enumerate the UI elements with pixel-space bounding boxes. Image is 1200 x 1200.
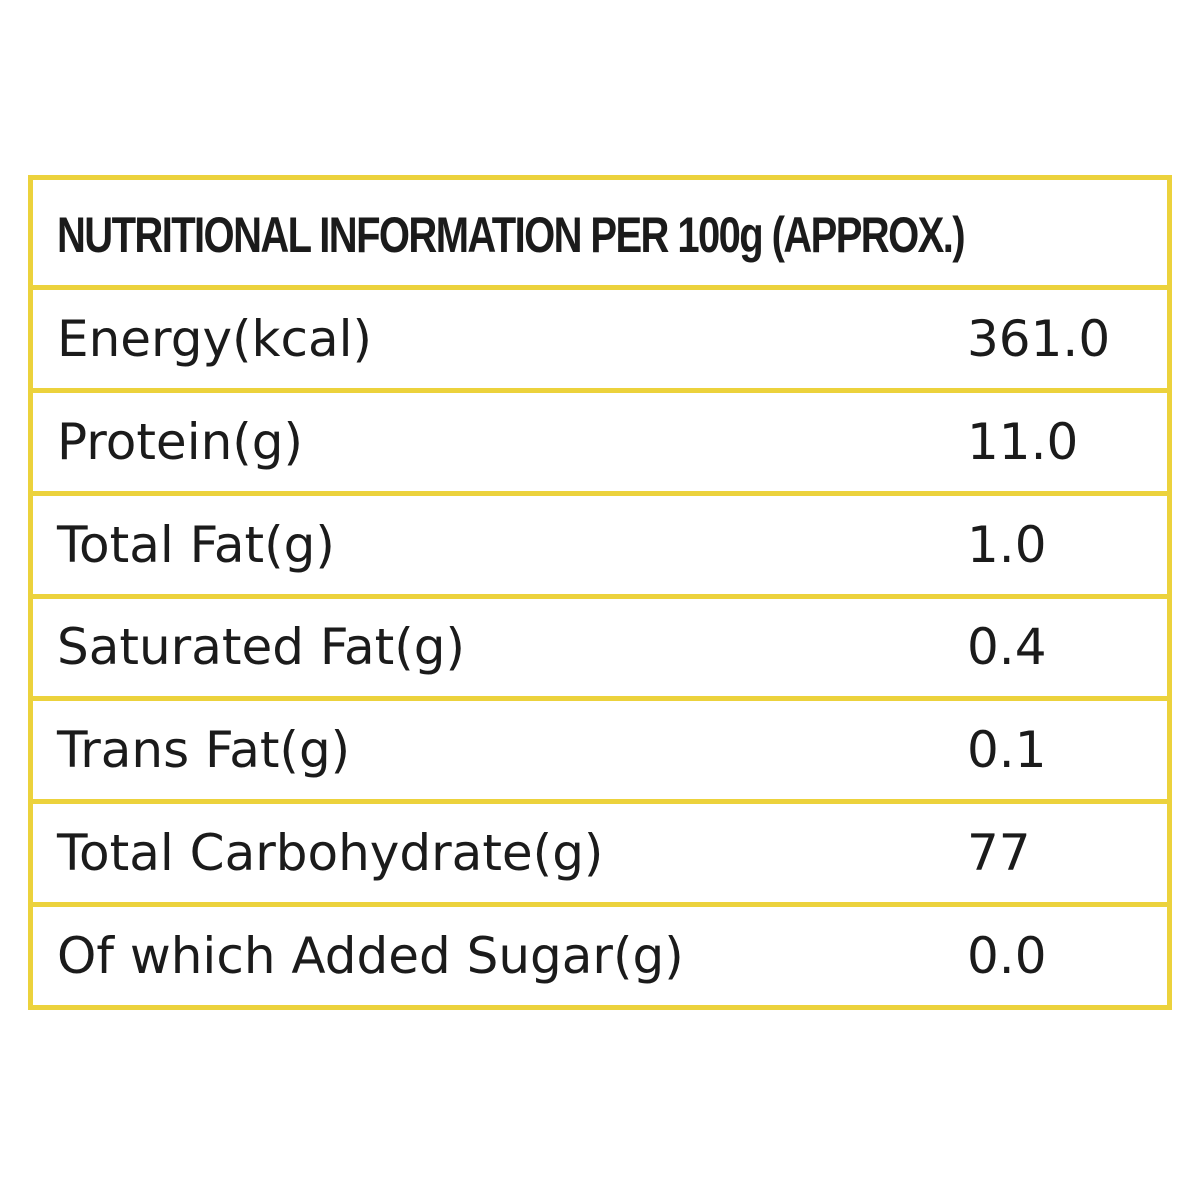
table-row: Energy(kcal) 361.0 [33,285,1167,388]
table-row: Trans Fat(g) 0.1 [33,696,1167,799]
table-row: Total Carbohydrate(g) 77 [33,799,1167,902]
nutrient-value: 361.0 [967,309,1111,368]
nutrient-name: Energy(kcal) [57,309,373,368]
table-row: Protein(g) 11.0 [33,387,1167,491]
nutrient-name: Saturated Fat(g) [57,618,466,677]
nutrient-name: Protein(g) [57,412,304,471]
nutrient-value: 0.1 [967,721,1047,780]
table-row: Of which Added Sugar(g) 0.0 [33,902,1167,1005]
nutrient-value: 0.4 [967,618,1047,677]
table-row: Total Fat(g) 1.0 [33,490,1167,594]
nutrient-name: Of which Added Sugar(g) [57,927,684,986]
nutrient-name: Total Carbohydrate(g) [57,824,604,883]
nutrient-value: 11.0 [967,412,1079,471]
table-row: Saturated Fat(g) 0.4 [33,593,1167,697]
nutrient-value: 0.0 [967,927,1047,986]
nutrient-name: Total Fat(g) [57,515,335,574]
table-title: NUTRITIONAL INFORMATION PER 100g (APPROX… [57,207,966,263]
table-header: NUTRITIONAL INFORMATION PER 100g (APPROX… [33,180,1167,290]
nutrient-value: 1.0 [967,515,1047,574]
nutrient-name: Trans Fat(g) [57,721,351,780]
nutrition-table: NUTRITIONAL INFORMATION PER 100g (APPROX… [28,175,1172,1010]
nutrient-value: 77 [967,824,1031,883]
